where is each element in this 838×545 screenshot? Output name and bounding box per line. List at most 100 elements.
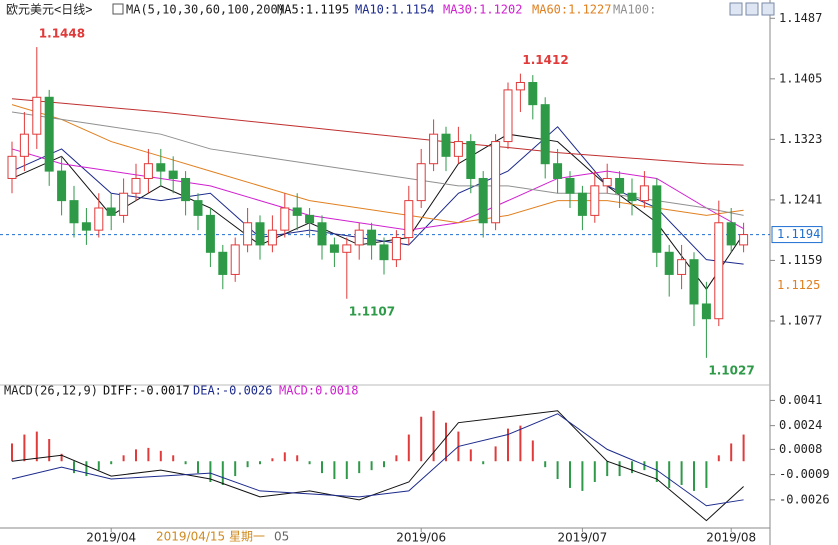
line <box>11 98 744 166</box>
candle-body <box>627 192 637 202</box>
y-tick-label: 1.1241 <box>779 192 822 206</box>
y-tick-label: 1.1323 <box>779 132 822 146</box>
extreme-label: 1.1027 <box>708 363 754 377</box>
legend-entry: DEA:-0.0026 <box>193 384 272 398</box>
candle-body <box>491 141 501 224</box>
y-tick-label: 0.0041 <box>779 393 822 407</box>
candle-body <box>528 82 538 106</box>
price-label: 1.1125 <box>777 278 820 292</box>
candle-body <box>726 222 736 246</box>
extreme-label: 1.1107 <box>349 304 395 318</box>
btn-add[interactable] <box>745 2 759 16</box>
price-label: 1.1194 <box>777 227 820 241</box>
chart-title: 欧元美元<日线> <box>6 3 92 17</box>
candle-body <box>317 222 327 246</box>
extreme-label: 1.1412 <box>522 53 568 67</box>
candle-body <box>181 177 191 202</box>
x-tick-label: 2019/07 <box>557 531 607 545</box>
legend-entry: MA5:1.1195 <box>277 3 349 17</box>
candle-body <box>590 185 600 216</box>
candle-body <box>329 244 339 253</box>
line <box>11 410 744 522</box>
candle-body <box>354 229 364 246</box>
chart-title: MACD(26,12,9) <box>4 384 98 398</box>
candle-body <box>689 259 699 305</box>
candle-body <box>81 222 91 231</box>
candle-body <box>379 244 389 261</box>
y-tick-label: 1.1405 <box>779 71 822 85</box>
candle-body <box>416 163 426 202</box>
candle-body <box>57 170 67 202</box>
legend-entry: MA60:1.1227 <box>532 3 611 17</box>
candle-body <box>466 141 476 179</box>
y-tick-label: -0.0026 <box>779 492 830 506</box>
candle-body <box>429 133 439 165</box>
x-tick-label: 2019/08 <box>706 531 756 545</box>
y-tick-label: 0.0008 <box>779 442 822 456</box>
candle-body <box>243 222 253 246</box>
candle-body <box>540 104 550 165</box>
candle-body <box>131 177 141 194</box>
candle-body <box>453 141 463 157</box>
candle-body <box>69 200 79 224</box>
y-tick-label: 1.1077 <box>779 313 822 327</box>
candle-body <box>503 89 513 143</box>
legend-entry: MA10:1.1154 <box>355 3 434 17</box>
btn-close[interactable] <box>761 2 775 16</box>
candle-body <box>391 237 401 261</box>
candle-body <box>404 200 414 239</box>
candle-body <box>677 259 687 275</box>
candle-body <box>193 200 203 216</box>
candle-body <box>577 192 587 216</box>
candle-body <box>292 207 302 216</box>
candle-body <box>652 185 662 253</box>
extreme-label: 1.1448 <box>39 27 85 41</box>
candle-body <box>143 163 153 179</box>
candle-body <box>602 177 612 187</box>
candle-body <box>565 177 575 194</box>
candle-body <box>367 229 377 246</box>
candle-body <box>119 192 129 216</box>
candle-body <box>714 222 724 320</box>
candle-body <box>280 207 290 231</box>
candle-body <box>739 234 749 246</box>
ma-icon[interactable] <box>112 3 124 15</box>
candle-body <box>168 170 178 179</box>
line <box>11 413 744 507</box>
y-tick-label: 1.1159 <box>779 253 822 267</box>
candle-body <box>305 214 315 224</box>
candle-body <box>664 251 674 275</box>
candle-body <box>441 133 451 157</box>
legend-entry: MACD:0.0018 <box>279 384 358 398</box>
chart-subtitle: MA(5,10,30,60,100,200) <box>126 3 285 17</box>
candle-body <box>553 163 563 179</box>
candle-body <box>205 214 215 253</box>
window-buttons <box>729 2 775 16</box>
legend-entry: MA30:1.1202 <box>443 3 522 17</box>
candle-body <box>230 244 240 275</box>
candle-body <box>255 222 265 246</box>
cursor-label: 2019/04/15 星期一 <box>156 530 265 544</box>
y-tick-label: 1.1487 <box>779 11 822 25</box>
candle-body <box>218 251 228 275</box>
candle-body <box>478 177 488 224</box>
candle-body <box>94 207 104 231</box>
legend-entry: MA100: <box>613 3 656 17</box>
candle-body <box>639 185 649 202</box>
y-tick-label: 0.0024 <box>779 418 822 432</box>
candle-body <box>44 96 54 172</box>
candle-body <box>267 229 277 246</box>
candle-body <box>342 244 352 253</box>
candle-body <box>19 133 29 157</box>
cursor-time: 05 <box>274 530 289 544</box>
x-tick-label: 2019/06 <box>396 531 446 545</box>
legend-entry: DIFF:-0.0017 <box>103 384 190 398</box>
y-tick-label: -0.0009 <box>779 467 830 481</box>
candle-body <box>701 303 711 320</box>
candle-body <box>32 96 42 135</box>
x-tick-label: 2019/04 <box>86 531 136 545</box>
btn-move[interactable] <box>729 2 743 16</box>
candle-body <box>615 177 625 194</box>
